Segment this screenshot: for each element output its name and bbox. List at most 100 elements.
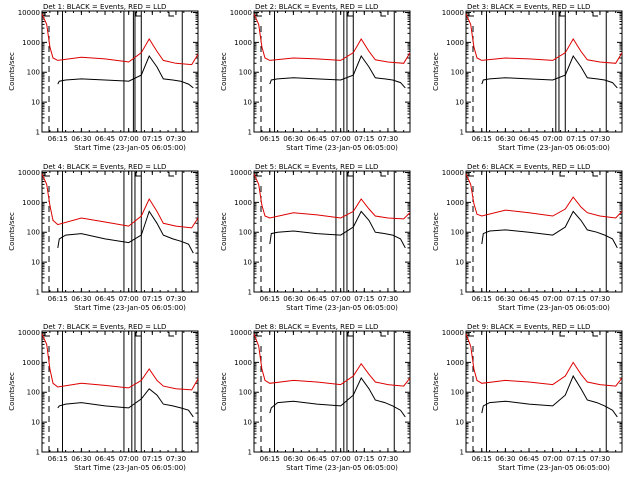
plot-title: Det 6: BLACK = Events, RED = LLD (467, 163, 590, 171)
y-tick-label: 10000 (18, 329, 40, 337)
plot-title: Det 2: BLACK = Events, RED = LLD (255, 3, 378, 11)
y-tick-label: 1000 (22, 199, 40, 207)
corner-bracket (168, 12, 174, 17)
y-tick-label: 1000 (234, 39, 252, 47)
plot-frame (465, 330, 623, 453)
x-tick-label: 06:15 (48, 135, 68, 143)
x-tick-label: 07:30 (590, 135, 610, 143)
x-axis-label: Start Time (23-Jan-05 06:05:00) (74, 144, 186, 152)
corner-bracket (135, 12, 141, 17)
y-tick-label: 1000 (446, 359, 464, 367)
plot-frame (253, 170, 411, 293)
x-axis-label: Start Time (23-Jan-05 06:05:00) (498, 464, 610, 472)
y-tick-label: 1 (36, 289, 40, 297)
corner-bracket (44, 332, 50, 337)
x-tick-label: 06:30 (283, 135, 303, 143)
y-tick-label: 1000 (446, 39, 464, 47)
y-tick-label: 1000 (234, 359, 252, 367)
x-tick-label: 07:00 (119, 455, 139, 463)
x-tick-label: 06:45 (307, 295, 327, 303)
y-tick-label: 1 (460, 289, 464, 297)
corner-bracket (44, 12, 50, 17)
corner-bracket (559, 172, 565, 177)
x-tick-label: 06:45 (95, 455, 115, 463)
x-tick-label: 06:15 (472, 295, 492, 303)
y-axis-label: Counts/sec (220, 212, 228, 251)
corner-bracket (135, 332, 141, 337)
x-axis-label: Start Time (23-Jan-05 06:05:00) (286, 144, 398, 152)
x-tick-label: 07:30 (590, 455, 610, 463)
y-tick-label: 1 (36, 129, 40, 137)
x-tick-label: 06:30 (71, 295, 91, 303)
x-tick-label: 06:30 (495, 455, 515, 463)
y-tick-label: 10000 (18, 9, 40, 17)
x-tick-label: 07:30 (378, 135, 398, 143)
detector-plot-8: Det 8: BLACK = Events, RED = LLD 1 10 100 10… (220, 323, 411, 472)
x-tick-label: 06:15 (472, 455, 492, 463)
corner-bracket (559, 332, 565, 337)
series-line-lld (253, 333, 411, 387)
x-tick-label: 07:15 (142, 135, 162, 143)
y-tick-label: 1000 (22, 39, 40, 47)
detector-plot-2: Det 2: BLACK = Events, RED = LLD 1 10 100 10… (220, 3, 411, 152)
detector-plot-5: Det 5: BLACK = Events, RED = LLD 1 10 100 10… (220, 163, 411, 312)
corner-bracket (347, 12, 353, 17)
x-tick-label: 07:00 (119, 135, 139, 143)
series-line-lld (41, 13, 199, 66)
x-tick-label: 06:30 (495, 295, 515, 303)
series-line-lld (253, 173, 411, 220)
x-tick-label: 07:15 (566, 135, 586, 143)
x-tick-label: 07:30 (166, 455, 186, 463)
series-line-events (57, 210, 194, 254)
corner-bracket (135, 172, 141, 177)
y-axis-label: Counts/sec (432, 212, 440, 251)
x-tick-label: 07:30 (378, 295, 398, 303)
y-tick-label: 1000 (446, 199, 464, 207)
series-line-lld (465, 333, 623, 387)
x-tick-label: 06:45 (307, 455, 327, 463)
x-tick-label: 06:30 (283, 455, 303, 463)
y-tick-label: 10000 (230, 169, 252, 177)
series-line-events (481, 210, 618, 249)
x-tick-label: 07:15 (354, 295, 374, 303)
plot-frame (41, 170, 199, 293)
detector-plot-9: Det 9: BLACK = Events, RED = LLD 1 10 100 10… (432, 323, 623, 472)
plot-frame (465, 10, 623, 133)
y-tick-label: 10 (31, 419, 40, 427)
x-tick-label: 06:45 (307, 135, 327, 143)
x-tick-label: 06:45 (519, 295, 539, 303)
y-tick-label: 100 (451, 389, 464, 397)
corner-bracket (380, 332, 386, 337)
series-line-events (481, 374, 618, 418)
x-tick-label: 06:30 (495, 135, 515, 143)
x-tick-label: 07:15 (566, 295, 586, 303)
y-tick-label: 1000 (234, 199, 252, 207)
x-tick-label: 07:30 (590, 295, 610, 303)
plot-frame (253, 10, 411, 133)
y-tick-label: 10000 (442, 169, 464, 177)
x-tick-label: 06:15 (260, 135, 280, 143)
y-tick-label: 100 (27, 389, 40, 397)
y-tick-label: 1 (460, 129, 464, 137)
x-tick-label: 07:15 (354, 455, 374, 463)
x-tick-label: 07:00 (331, 135, 351, 143)
y-tick-label: 10000 (442, 329, 464, 337)
corner-bracket (380, 172, 386, 177)
y-tick-label: 1 (36, 449, 40, 457)
y-tick-label: 100 (451, 229, 464, 237)
x-tick-label: 07:15 (354, 135, 374, 143)
detector-plot-4: Det 4: BLACK = Events, RED = LLD 1 10 100 10… (8, 163, 199, 312)
series-line-lld (465, 173, 623, 219)
series-line-events (481, 54, 618, 89)
x-tick-label: 07:15 (566, 455, 586, 463)
corner-bracket (559, 12, 565, 17)
corner-bracket (592, 12, 598, 17)
y-tick-label: 10 (243, 259, 252, 267)
x-tick-label: 06:45 (95, 295, 115, 303)
series-line-events (57, 54, 194, 89)
x-tick-label: 06:45 (519, 135, 539, 143)
y-tick-label: 100 (239, 229, 252, 237)
y-tick-label: 10000 (442, 9, 464, 17)
x-tick-label: 06:15 (472, 135, 492, 143)
